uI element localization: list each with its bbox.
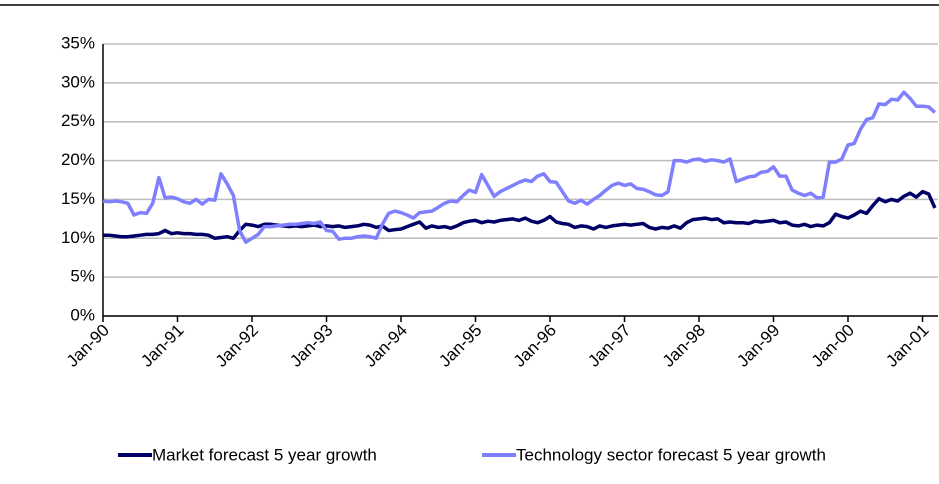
legend-label: Market forecast 5 year growth (152, 445, 377, 464)
x-tick-label: Jan-95 (435, 321, 485, 371)
x-tick-label: Jan-01 (882, 321, 932, 371)
x-tick-label: Jan-00 (808, 321, 858, 371)
y-tick-label: 20% (61, 150, 95, 169)
x-tick-label: Jan-98 (659, 321, 709, 371)
y-tick-label: 0% (70, 305, 95, 324)
x-tick-label: Jan-99 (733, 321, 783, 371)
y-tick-label: 30% (61, 72, 95, 91)
x-tick-label: Jan-96 (510, 321, 560, 371)
y-tick-label: 5% (70, 267, 95, 286)
x-tick-label: Jan-93 (286, 321, 336, 371)
line-series (102, 90, 937, 244)
x-tick-label: Jan-94 (361, 321, 411, 371)
y-tick-label: 25% (61, 111, 95, 130)
x-tick-label: Jan-90 (63, 321, 113, 371)
x-tick-label: Jan-97 (584, 321, 634, 371)
x-tick-label: Jan-92 (212, 321, 262, 371)
y-tick-label: 15% (61, 189, 95, 208)
y-tick-label: 10% (61, 228, 95, 247)
y-tick-label: 35% (61, 33, 95, 52)
x-tick-label: Jan-91 (137, 321, 187, 371)
legend-label: Technology sector forecast 5 year growth (516, 445, 826, 464)
line-series (103, 189, 937, 241)
